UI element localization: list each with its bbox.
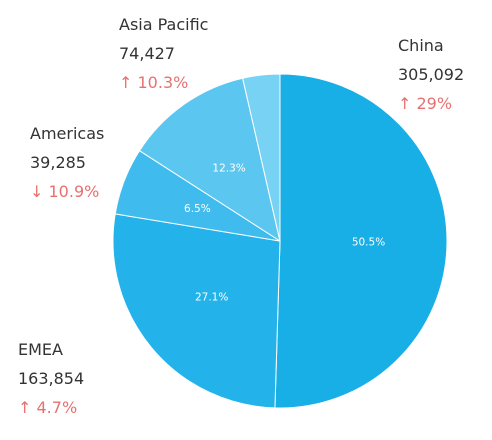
label-emea: EMEA (18, 340, 63, 359)
slice-china (274, 73, 448, 409)
change-asia-pacific: ↑ 10.3% (119, 73, 189, 92)
value-americas: 39,285 (30, 153, 86, 172)
change-americas: ↓ 10.9% (30, 182, 100, 201)
slice-asia-pacific (138, 77, 281, 243)
callout-emea: EMEA 163,854 ↑ 4.7% (18, 335, 84, 422)
slice-emea (112, 213, 281, 409)
percent-label-americas: 6.5% (184, 203, 211, 215)
callout-china: China 305,092 ↑ 29% (398, 31, 464, 118)
label-china: China (398, 36, 444, 55)
percent-label-emea: 27.1% (195, 291, 228, 303)
slice-other (242, 73, 281, 242)
label-asia-pacific: Asia Pacific (119, 15, 209, 34)
value-china: 305,092 (398, 65, 465, 84)
callout-asia-pacific: Asia Pacific 74,427 ↑ 10.3% (119, 10, 208, 97)
slice-percent-labels: 50.5% 27.1% 6.5% 12.3% (184, 163, 385, 304)
change-china: ↑ 29% (398, 94, 453, 113)
percent-label-asia-pacific: 12.3% (212, 163, 245, 175)
label-americas: Americas (30, 124, 105, 143)
pie-slices (112, 73, 448, 409)
callout-americas: Americas 39,285 ↓ 10.9% (30, 119, 104, 206)
change-emea: ↑ 4.7% (18, 398, 78, 417)
percent-label-china: 50.5% (352, 236, 385, 248)
value-emea: 163,854 (18, 369, 85, 388)
value-asia-pacific: 74,427 (119, 44, 175, 63)
